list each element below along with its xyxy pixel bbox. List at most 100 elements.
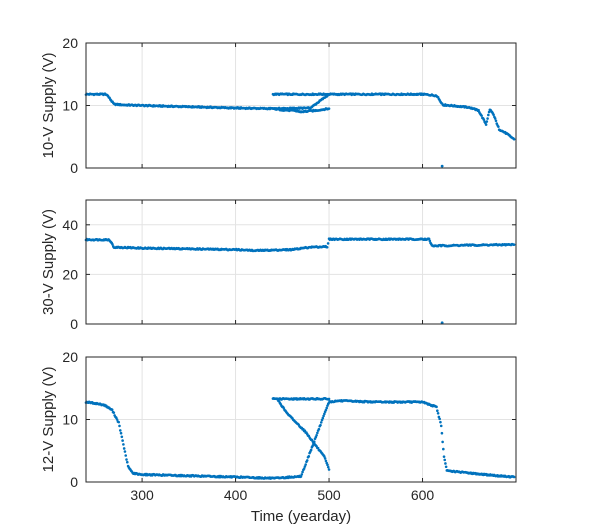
y-tick-label: 10	[62, 98, 78, 114]
data-point-baseline	[112, 411, 116, 414]
data-point-baseline	[299, 475, 303, 478]
y-axis-label: 10-V Supply (V)	[40, 53, 57, 159]
data-point-baseline	[304, 463, 307, 466]
data-point-baseline	[441, 440, 444, 444]
data-point-baseline	[322, 414, 325, 418]
data-point-baseline	[307, 455, 311, 458]
data-point-baseline	[512, 243, 516, 246]
data-point-baseline	[319, 423, 322, 427]
data-point-baseline	[124, 454, 128, 457]
data-point-baseline	[123, 450, 127, 453]
data-point-baseline	[305, 459, 309, 462]
data-points	[84, 92, 516, 168]
data-point-outlier	[440, 164, 444, 168]
panel-2: 0 20 40 30-V Supply (V)	[40, 199, 517, 332]
y-axis-label: 30-V Supply (V)	[40, 209, 57, 315]
data-point-baseline	[487, 110, 491, 114]
data-points	[84, 237, 516, 325]
x-axis-label: Time (yearday)	[251, 508, 351, 525]
data-point-baseline	[492, 113, 495, 117]
data-point-spread	[323, 455, 326, 458]
y-tick-label: 0	[70, 474, 78, 490]
data-point-baseline	[111, 243, 114, 246]
data-point-baseline	[444, 462, 447, 465]
data-point-baseline	[440, 431, 444, 435]
x-tick-label: 300	[130, 487, 154, 503]
data-point-baseline	[439, 424, 443, 428]
data-point-spread	[327, 468, 331, 471]
data-point-baseline	[442, 455, 446, 458]
data-point-baseline	[480, 114, 483, 117]
data-point-baseline	[427, 237, 431, 241]
data-point-band-upper	[327, 92, 331, 96]
data-point-baseline	[119, 431, 123, 435]
data-point-spread	[323, 457, 327, 460]
panel-1: 0 10 20 10-V Supply (V)	[40, 35, 517, 176]
data-point-baseline	[512, 475, 516, 479]
data-points	[84, 396, 516, 480]
data-point-spread	[324, 459, 328, 463]
data-point-baseline	[486, 117, 489, 120]
data-point-baseline	[439, 420, 442, 424]
data-point-baseline	[326, 242, 330, 245]
data-point-baseline	[494, 119, 498, 123]
data-point-baseline	[319, 421, 323, 424]
data-point-baseline	[125, 460, 129, 464]
y-axis-label: 12-V Supply (V)	[40, 367, 57, 473]
data-point-baseline	[438, 417, 441, 421]
data-point-band-lower	[327, 107, 331, 110]
y-tick-label: 10	[62, 412, 78, 428]
data-point-baseline	[122, 447, 126, 450]
x-tick-label: 500	[317, 487, 341, 503]
data-point-baseline	[122, 443, 125, 446]
data-point-outlier	[440, 321, 444, 325]
x-tick-label: 600	[411, 487, 435, 503]
data-point-baseline	[315, 433, 318, 437]
plot-frame	[85, 199, 517, 325]
data-point-top-band	[327, 397, 331, 401]
data-point-baseline	[435, 405, 438, 409]
data-point-baseline	[303, 465, 307, 468]
data-point-baseline	[477, 108, 480, 112]
data-point-baseline	[110, 408, 114, 412]
y-tick-label: 0	[70, 316, 78, 332]
data-point-baseline	[301, 470, 304, 474]
data-point-baseline	[120, 435, 124, 439]
data-point-baseline	[321, 416, 325, 420]
data-point-baseline	[118, 429, 122, 432]
panel-3: 300 400 500 600 0 10 20 12-V Supply (V) Time (ye…	[40, 349, 517, 525]
data-point-baseline	[444, 465, 448, 469]
data-point-baseline	[325, 245, 329, 249]
y-tick-label: 20	[62, 349, 78, 365]
y-tick-label: 0	[70, 160, 78, 176]
data-point-baseline	[428, 239, 432, 243]
data-point-baseline	[125, 458, 128, 461]
y-tick-label: 40	[62, 217, 78, 233]
data-point-baseline	[512, 137, 516, 141]
data-point-baseline	[484, 123, 488, 126]
data-point-baseline	[485, 120, 489, 123]
data-point-baseline	[115, 418, 119, 421]
data-point-baseline	[300, 473, 304, 476]
data-point-baseline	[302, 467, 306, 470]
data-point-baseline	[317, 427, 321, 431]
data-point-baseline	[436, 409, 439, 413]
data-point-baseline	[442, 447, 445, 451]
data-point-baseline	[324, 408, 328, 412]
y-tick-label: 20	[62, 35, 78, 51]
x-tick-label: 400	[224, 487, 248, 503]
data-point-baseline	[323, 412, 326, 416]
data-point-baseline	[325, 406, 329, 410]
data-point-baseline	[443, 458, 447, 462]
data-point-spread	[316, 446, 320, 450]
data-point-baseline	[118, 424, 121, 428]
data-point-baseline	[493, 117, 497, 120]
y-tick-label: 20	[62, 266, 78, 282]
data-point-baseline	[482, 118, 486, 121]
data-point-spread	[326, 465, 330, 469]
data-point-baseline	[487, 113, 490, 117]
data-point-baseline	[497, 125, 500, 128]
data-point-baseline	[117, 420, 121, 424]
data-point-baseline	[436, 411, 440, 415]
